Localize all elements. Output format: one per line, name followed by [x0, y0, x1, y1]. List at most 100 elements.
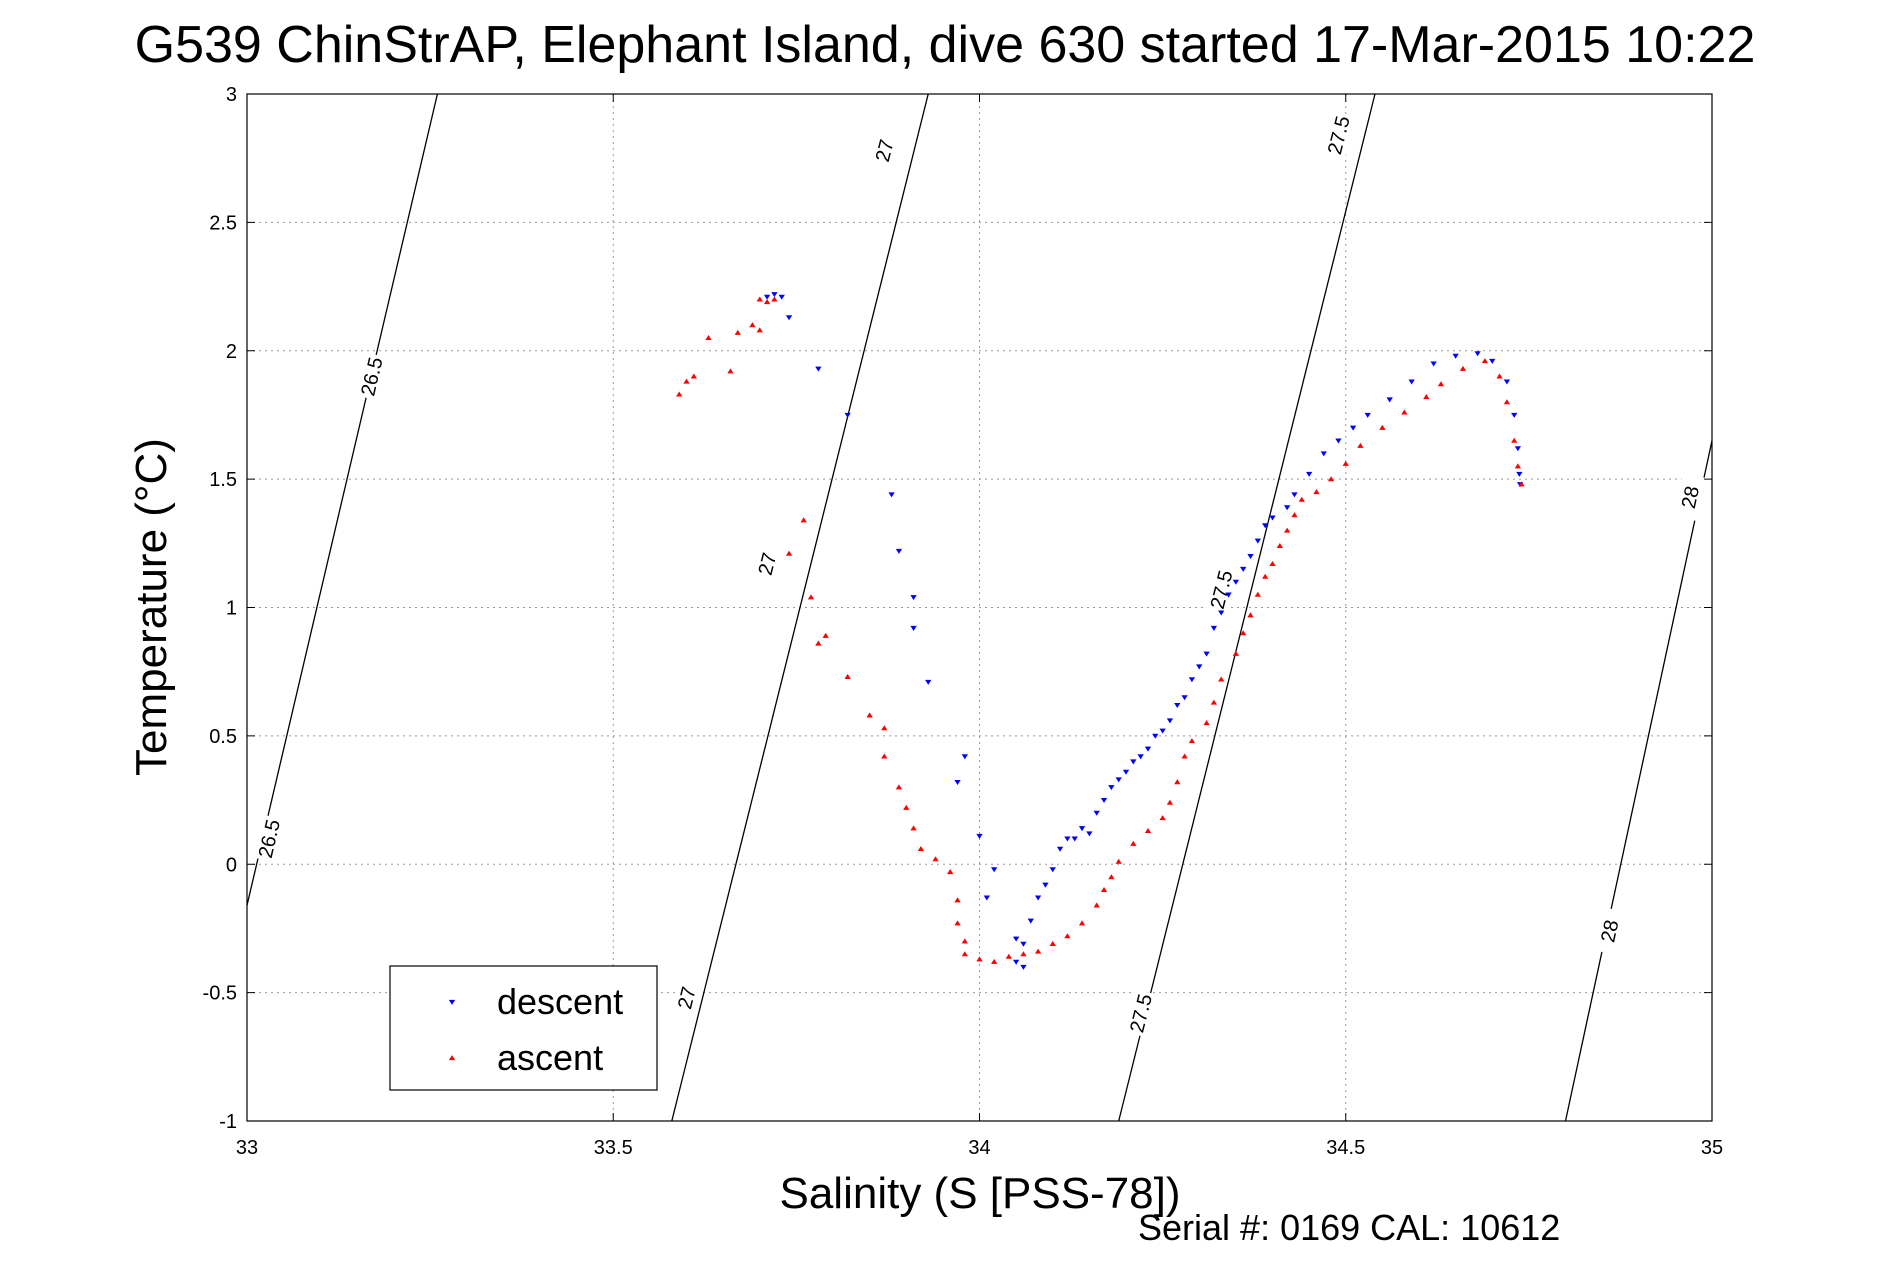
contour-label-bg	[669, 973, 704, 1023]
ascent-point	[1342, 460, 1349, 466]
grid	[247, 94, 1712, 1121]
ascent-point	[961, 938, 968, 944]
ascent-point	[1188, 738, 1196, 744]
descent-point	[1269, 515, 1276, 521]
ascent-point	[1357, 442, 1364, 448]
contour-label-bg	[1123, 988, 1158, 1038]
ascent-point	[705, 335, 712, 341]
descent-point	[1320, 451, 1327, 457]
ascent-point	[756, 296, 763, 302]
descent-point	[1430, 361, 1437, 367]
x-tick-label: 34.5	[1326, 1137, 1365, 1159]
descent-point	[771, 292, 778, 298]
y-tick-label: 3	[226, 84, 237, 106]
ascent-point	[1218, 676, 1225, 682]
legend-descent-label: descent	[497, 981, 623, 1022]
descent-point	[1159, 728, 1166, 734]
descent-point	[778, 294, 785, 300]
ascent-point	[1313, 489, 1320, 495]
descent-point	[1152, 733, 1159, 739]
ascent-point	[1291, 512, 1298, 518]
descent-point	[1027, 918, 1034, 924]
ascent-point	[1159, 815, 1166, 821]
descent-point	[983, 895, 990, 901]
ascent-point	[815, 640, 822, 646]
descent-point	[1503, 379, 1511, 385]
ascent-point	[1210, 699, 1218, 705]
ascent-point	[866, 712, 873, 718]
descent-point	[1364, 412, 1371, 418]
ascent-point	[1232, 650, 1240, 656]
legend-ascent-label: ascent	[497, 1037, 603, 1078]
descent-point	[1130, 759, 1137, 765]
ascent-point	[690, 373, 697, 379]
isopycnal-28	[1564, 440, 1713, 1122]
ascent-point	[1020, 951, 1027, 957]
contour-label: 27	[872, 137, 899, 164]
ascent-point	[1269, 560, 1276, 566]
contour-label-bg	[1593, 906, 1626, 956]
legend-box	[389, 965, 658, 1091]
descent-point	[1020, 964, 1027, 970]
descent-point	[763, 294, 771, 300]
y-tick-label: 2.5	[209, 212, 237, 234]
contour-label-bg	[1321, 110, 1356, 160]
descent-point	[991, 867, 998, 873]
ascent-point	[1496, 373, 1503, 379]
descent-point	[1284, 505, 1291, 511]
ascent-point	[1514, 463, 1522, 469]
legend-ascent-marker	[448, 1055, 456, 1061]
descent-point	[1452, 353, 1459, 359]
ascent-point	[1262, 573, 1269, 579]
descent-point	[1240, 566, 1247, 572]
y-tick-label: 2	[226, 341, 237, 363]
descent-point	[1093, 810, 1100, 816]
descent-point	[1188, 677, 1196, 683]
descent-point	[910, 595, 917, 601]
descent-point	[844, 412, 851, 418]
descent-point	[1071, 836, 1078, 842]
ascent-point	[1144, 827, 1152, 833]
ascent-point	[1093, 902, 1100, 908]
ascent-point	[917, 845, 925, 851]
descent-point	[895, 548, 903, 554]
isopycnal-27	[671, 93, 929, 1122]
legend-marker	[448, 1055, 456, 1061]
ascent-point	[1174, 779, 1181, 785]
descent-point	[1291, 492, 1298, 498]
y-tick-label: 1.5	[209, 469, 237, 491]
contour-label-bg	[252, 814, 286, 863]
descent-point	[1254, 538, 1261, 544]
descent-point	[1474, 351, 1481, 357]
x-tick-label: 34	[968, 1137, 990, 1159]
descent-point	[1514, 446, 1522, 452]
data-points	[676, 292, 1525, 970]
descent-point	[1218, 610, 1225, 616]
ascent-point	[1459, 365, 1467, 371]
descent-point	[1064, 836, 1071, 842]
ascent-point	[1100, 887, 1108, 893]
ascent-point	[1115, 858, 1122, 864]
ascent-point	[1064, 933, 1071, 939]
descent-point	[1174, 702, 1181, 708]
descent-point	[1012, 959, 1020, 965]
ascent-point	[1437, 381, 1445, 387]
ascent-point	[1108, 874, 1115, 880]
descent-point	[1042, 882, 1049, 888]
ascent-point	[976, 956, 983, 962]
ascent-point	[1034, 948, 1042, 954]
ascent-point	[1240, 630, 1247, 636]
x-axis-label: Salinity (S [PSS-78])	[779, 1169, 1180, 1218]
ascent-point	[727, 368, 734, 374]
ascent-point	[1166, 799, 1174, 805]
ascent-point	[1511, 437, 1518, 443]
descent-point	[1232, 579, 1240, 585]
ascent-point	[1298, 496, 1305, 502]
ascent-point	[771, 296, 778, 302]
descent-point	[1408, 379, 1415, 385]
ascent-point	[1284, 527, 1291, 533]
ascent-point	[683, 378, 690, 384]
descent-point	[1108, 785, 1115, 791]
ascent-point	[1401, 409, 1408, 415]
